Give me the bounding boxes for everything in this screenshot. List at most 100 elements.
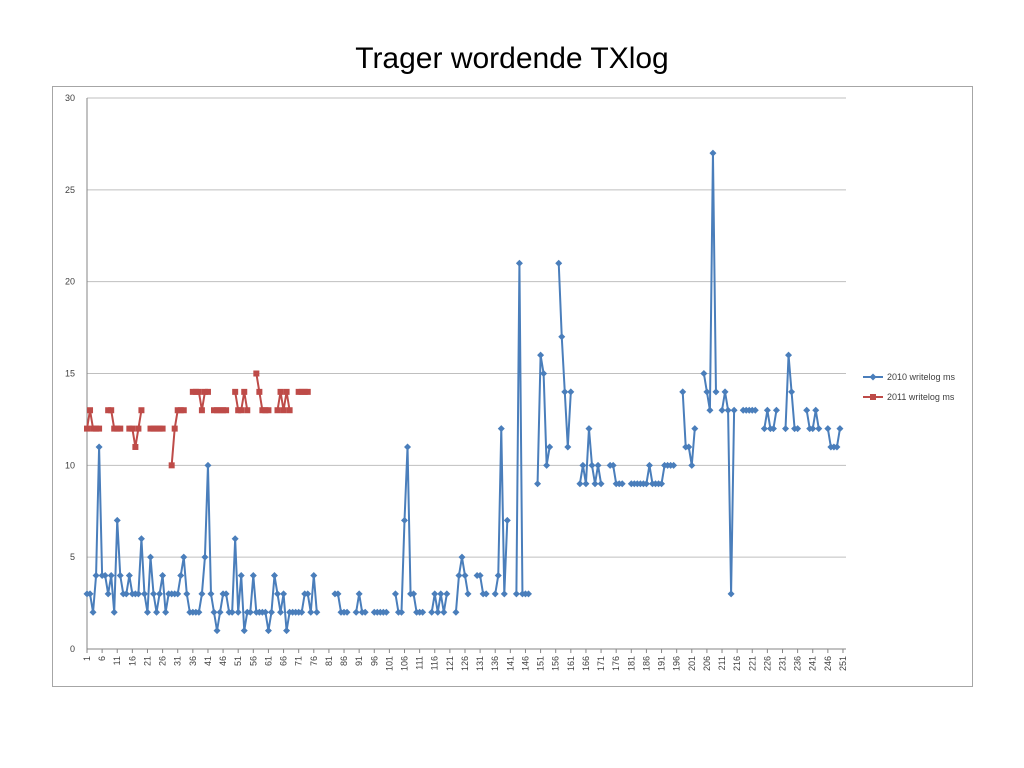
data-point xyxy=(198,407,205,414)
data-point xyxy=(183,590,191,598)
y-tick-label: 10 xyxy=(65,460,75,470)
data-point xyxy=(727,590,735,598)
data-point xyxy=(177,407,184,414)
data-point xyxy=(201,553,209,561)
data-point xyxy=(334,590,342,598)
data-point xyxy=(769,425,777,433)
data-point xyxy=(512,590,520,598)
x-tick-label: 1 xyxy=(82,656,92,661)
data-point xyxy=(216,608,224,616)
data-point xyxy=(137,535,145,543)
data-point xyxy=(500,590,508,598)
data-point xyxy=(782,425,790,433)
x-tick-label: 251 xyxy=(838,656,848,671)
x-tick-label: 111 xyxy=(415,656,425,670)
data-point xyxy=(503,516,511,524)
x-tick-label: 61 xyxy=(263,656,273,666)
data-point xyxy=(125,572,133,580)
data-point xyxy=(217,407,224,414)
data-point xyxy=(213,627,221,635)
data-point xyxy=(824,425,832,433)
x-tick-label: 216 xyxy=(732,656,742,671)
data-point xyxy=(618,480,626,488)
data-point xyxy=(240,627,248,635)
data-point xyxy=(591,480,599,488)
data-point xyxy=(428,608,436,616)
x-tick-label: 96 xyxy=(369,656,379,666)
data-point xyxy=(234,608,242,616)
x-tick-label: 131 xyxy=(475,656,485,671)
series-2010 xyxy=(83,149,844,635)
data-point xyxy=(352,608,360,616)
legend-marker xyxy=(869,373,877,381)
x-tick-label: 246 xyxy=(823,656,833,671)
series-layer xyxy=(83,149,844,635)
data-point xyxy=(712,388,720,396)
data-point xyxy=(253,370,260,377)
data-point xyxy=(220,407,227,414)
data-point xyxy=(244,407,251,414)
data-point xyxy=(836,425,844,433)
data-point xyxy=(397,608,405,616)
data-point xyxy=(382,608,390,616)
data-point xyxy=(283,627,291,635)
data-point xyxy=(419,608,427,616)
x-tick-label: 6 xyxy=(97,656,107,661)
x-tick-label: 76 xyxy=(309,656,319,666)
data-point xyxy=(594,461,602,469)
data-point xyxy=(304,590,312,598)
data-point xyxy=(543,461,551,469)
data-point xyxy=(401,516,409,524)
data-point xyxy=(117,425,124,432)
y-tick-label: 15 xyxy=(65,369,75,379)
data-point xyxy=(101,572,109,580)
data-point xyxy=(235,407,242,414)
x-tick-label: 36 xyxy=(188,656,198,666)
y-tick-label: 30 xyxy=(65,93,75,103)
x-tick-label: 86 xyxy=(339,656,349,666)
data-point xyxy=(461,572,469,580)
legend-marker xyxy=(870,394,876,400)
data-point xyxy=(431,590,439,598)
data-point xyxy=(685,443,693,451)
data-point xyxy=(404,443,412,451)
data-point xyxy=(267,608,275,616)
data-point xyxy=(564,443,572,451)
data-point xyxy=(204,388,211,395)
x-tick-label: 116 xyxy=(430,656,440,670)
data-point xyxy=(437,590,445,598)
x-tick-label: 11 xyxy=(112,656,122,665)
data-point xyxy=(301,388,308,395)
data-point xyxy=(310,572,318,580)
data-point xyxy=(92,572,100,580)
data-point xyxy=(111,425,118,432)
data-point xyxy=(494,572,502,580)
slide-title: Trager wordende TXlog xyxy=(355,42,669,75)
data-point xyxy=(150,590,158,598)
data-point xyxy=(751,406,759,414)
gridlines xyxy=(87,97,846,558)
data-point xyxy=(670,461,678,469)
data-point xyxy=(116,572,124,580)
data-point xyxy=(803,406,811,414)
data-point xyxy=(132,443,139,450)
data-point xyxy=(788,388,796,396)
data-point xyxy=(180,407,187,414)
data-point xyxy=(280,590,288,598)
data-point xyxy=(150,425,157,432)
data-point xyxy=(724,406,732,414)
data-point xyxy=(231,535,239,543)
data-point xyxy=(546,443,554,451)
data-point xyxy=(122,590,130,598)
x-tick-label: 106 xyxy=(400,656,410,671)
data-point xyxy=(812,406,820,414)
data-point xyxy=(464,590,472,598)
chart-frame: 0 5 10 15 20 25 30 1 6 11 16 21 26 31 36 41 46 51 56 61 66 71… xyxy=(52,86,973,687)
x-tick-label: 236 xyxy=(793,656,803,671)
data-point xyxy=(159,572,167,580)
data-point xyxy=(274,407,281,414)
data-point xyxy=(135,425,142,432)
x-tick-label: 121 xyxy=(445,656,455,671)
x-tick-label: 156 xyxy=(551,656,561,671)
data-point xyxy=(262,407,269,414)
